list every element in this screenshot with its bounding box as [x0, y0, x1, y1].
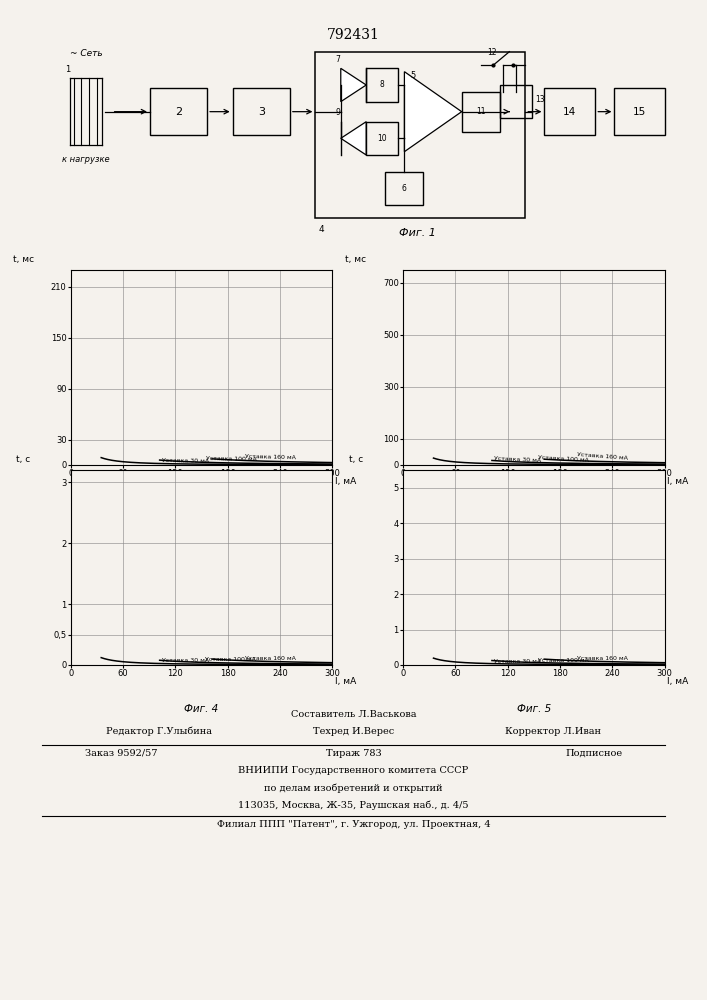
Text: 8: 8: [380, 80, 385, 89]
Text: Филиал ППП "Патент", г. Ужгород, ул. Проектная, 4: Филиал ППП "Патент", г. Ужгород, ул. Про…: [216, 820, 491, 829]
Text: Уставка 100 мА: Уставка 100 мА: [206, 456, 257, 462]
Polygon shape: [341, 68, 366, 102]
Y-axis label: t, мс: t, мс: [13, 255, 34, 264]
Text: Фиг. 3: Фиг. 3: [517, 504, 551, 514]
Text: 3: 3: [258, 107, 264, 117]
Text: 15: 15: [633, 107, 646, 117]
Text: Уставка 160 мА: Уставка 160 мА: [245, 454, 296, 460]
X-axis label: I, мА: I, мА: [334, 477, 356, 486]
Text: 1: 1: [66, 65, 71, 74]
Text: 4: 4: [319, 225, 324, 234]
Bar: [315, 52, 525, 218]
Text: 5: 5: [411, 71, 416, 80]
Text: Уставка 100 мА: Уставка 100 мА: [206, 657, 257, 662]
Y-axis label: t, мс: t, мс: [345, 255, 366, 264]
Y-axis label: t, с: t, с: [349, 455, 363, 464]
Text: 792431: 792431: [327, 28, 380, 42]
Text: Уставка 30 мА: Уставка 30 мА: [162, 458, 209, 464]
Bar: [385, 172, 423, 205]
Text: Фиг. 2: Фиг. 2: [185, 504, 218, 514]
Text: Подписное: Подписное: [565, 749, 622, 758]
Bar: [462, 92, 500, 132]
Text: ~ Сеть: ~ Сеть: [70, 49, 103, 58]
Text: к нагрузке: к нагрузке: [62, 155, 110, 164]
Bar: [366, 122, 398, 155]
Text: 6: 6: [402, 184, 407, 193]
Text: 2: 2: [175, 107, 182, 117]
X-axis label: I, мА: I, мА: [334, 677, 356, 686]
Y-axis label: t, с: t, с: [16, 455, 30, 464]
Bar: [233, 88, 290, 135]
Text: по делам изобретений и открытий: по делам изобретений и открытий: [264, 783, 443, 793]
Text: 11: 11: [476, 107, 486, 116]
Text: Составитель Л.Васькова: Составитель Л.Васькова: [291, 710, 416, 719]
Text: Фиг. 1: Фиг. 1: [399, 228, 436, 238]
Text: 12: 12: [487, 48, 496, 57]
Text: Уставка 100 мА: Уставка 100 мА: [538, 455, 589, 462]
Text: Уставка 30 мА: Уставка 30 мА: [162, 658, 209, 664]
Text: Заказ 9592/57: Заказ 9592/57: [85, 749, 158, 758]
Text: 13: 13: [535, 95, 544, 104]
Text: 9: 9: [335, 108, 340, 117]
Text: Редактор Г.Улыбина: Редактор Г.Улыбина: [106, 727, 212, 736]
Text: ВНИИПИ Государственного комитета СССР: ВНИИПИ Государственного комитета СССР: [238, 766, 469, 775]
Text: 113035, Москва, Ж-35, Раушская наб., д. 4/5: 113035, Москва, Ж-35, Раушская наб., д. …: [238, 800, 469, 810]
Text: Уставка 100 мА: Уставка 100 мА: [538, 658, 589, 663]
Text: Корректор Л.Иван: Корректор Л.Иван: [505, 727, 601, 736]
Polygon shape: [341, 122, 366, 155]
Text: 14: 14: [563, 107, 576, 117]
Bar: [544, 88, 595, 135]
Text: Фиг. 4: Фиг. 4: [185, 704, 218, 714]
Bar: [150, 88, 207, 135]
X-axis label: I, мА: I, мА: [667, 677, 689, 686]
Text: Техред И.Верес: Техред И.Верес: [313, 727, 394, 736]
Text: 7: 7: [335, 55, 340, 64]
Text: Уставка 30 мА: Уставка 30 мА: [494, 659, 541, 664]
Text: Уставка 160 мА: Уставка 160 мА: [577, 452, 628, 461]
Polygon shape: [404, 72, 462, 152]
Text: Тираж 783: Тираж 783: [326, 749, 381, 758]
Text: Уставка 30 мА: Уставка 30 мА: [494, 456, 542, 464]
Text: Уставка 160 мА: Уставка 160 мА: [245, 656, 296, 661]
Bar: [614, 88, 665, 135]
Text: 10: 10: [378, 134, 387, 143]
Bar: [500, 85, 532, 118]
X-axis label: I, мА: I, мА: [667, 477, 689, 486]
Bar: [366, 68, 398, 102]
Text: Фиг. 5: Фиг. 5: [517, 704, 551, 714]
Text: Уставка 160 мА: Уставка 160 мА: [577, 656, 628, 661]
